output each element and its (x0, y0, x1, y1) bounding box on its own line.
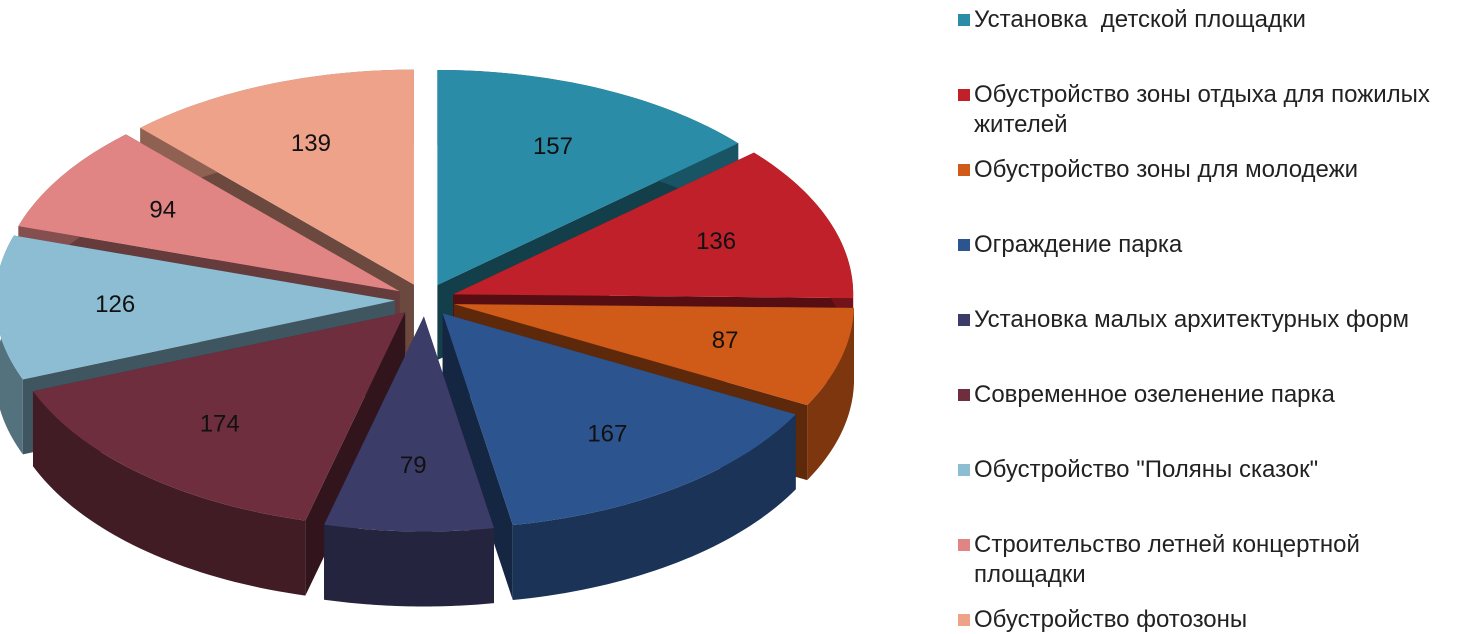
slice-side (442, 313, 513, 601)
slice-wall (32, 391, 306, 596)
legend-item: Обустройство "Поляны сказок" (958, 455, 1458, 485)
legend-swatch (958, 389, 970, 401)
legend-swatch (958, 464, 970, 476)
legend-label: Обустройство зоны для молодежи (974, 156, 1359, 183)
slice: 79 (324, 316, 494, 607)
data-label: 139 (291, 130, 331, 157)
legend-swatch (958, 539, 970, 551)
legend-swatch (958, 314, 970, 326)
data-label: 136 (696, 228, 736, 255)
legend-label: Установка детской площадки (974, 6, 1306, 33)
slice-wall (324, 524, 494, 607)
data-label: 87 (712, 327, 739, 354)
legend-swatch (958, 89, 970, 101)
legend-item: Обустройство зоны для молодежи (958, 155, 1458, 185)
slice-wall (807, 307, 854, 481)
legend-item: Современное озеленение парка (958, 380, 1458, 410)
data-label: 126 (95, 291, 135, 318)
data-label: 157 (533, 133, 573, 160)
data-label: 79 (400, 452, 427, 479)
legend-item: Обустройство фотозоны (958, 605, 1458, 634)
slice-top (140, 69, 414, 285)
pie-area: 139 157 94 136 126 87 174 167 79 (0, 69, 854, 607)
legend-label: Обустройство фотозоны (974, 606, 1248, 633)
slice-wall (512, 414, 796, 601)
slice-top (324, 316, 494, 532)
legend-label: Установка малых архитектурных форм (974, 306, 1409, 333)
data-label: 174 (200, 410, 240, 437)
legend-item: Ограждение парка (958, 230, 1458, 260)
slice-top (437, 69, 739, 285)
slice: 167 (442, 313, 796, 601)
slice-top (18, 134, 400, 292)
legend-item: Установка детской площадки (958, 5, 1458, 35)
slice-top (442, 313, 796, 526)
data-label: 94 (149, 196, 176, 223)
data-label: 167 (587, 420, 627, 447)
legend-item: Обустройство зоны отдыха для пожилых жит… (958, 80, 1458, 140)
slice-top (32, 312, 406, 521)
legend-swatch (958, 239, 970, 251)
slice-top (454, 304, 854, 406)
legend-swatch (958, 614, 970, 626)
slice-top (453, 152, 854, 299)
legend-item: Строительство летней концертной площадки (958, 530, 1458, 590)
legend-label: Ограждение парка (974, 231, 1183, 258)
legend-label: Современное озеленение парка (974, 381, 1335, 408)
legend-item: Установка малых архитектурных форм (958, 305, 1458, 335)
legend-swatch (958, 164, 970, 176)
legend-label: Обустройство "Поляны сказок" (974, 456, 1319, 483)
slice-top (0, 235, 396, 380)
legend-swatch (958, 14, 970, 26)
legend-label: Строительство летней концертной площадки (974, 531, 1367, 588)
legend-label: Обустройство зоны отдыха для пожилых жит… (974, 81, 1437, 138)
